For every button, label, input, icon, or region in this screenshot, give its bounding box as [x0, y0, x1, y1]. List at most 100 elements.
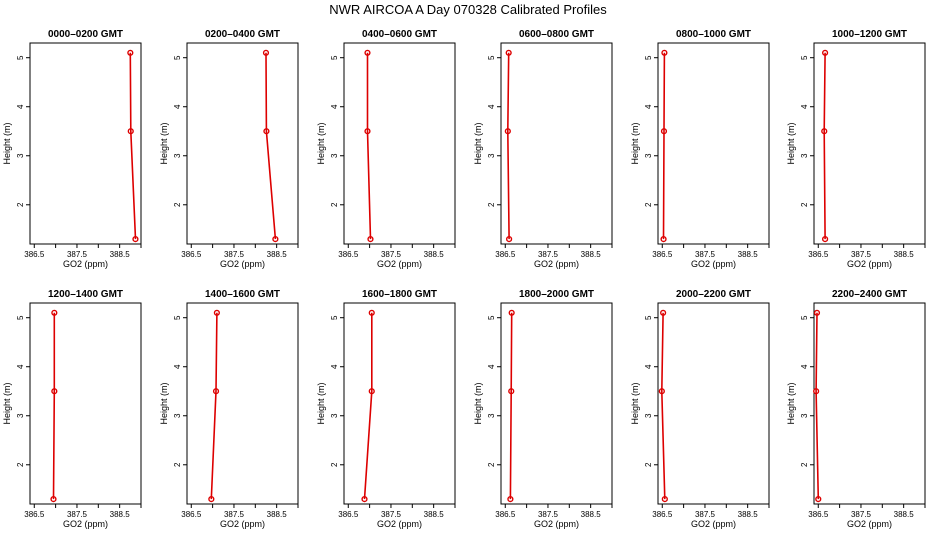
panel-11: 2200–2400 GMT 386.5 387.5 388.5 2 3 4 5 GO2 (ppm…	[786, 289, 926, 529]
y-tick-label: 5	[173, 55, 182, 60]
x-tick-label: 388.5	[581, 250, 602, 259]
x-axis-label: GO2 (ppm)	[220, 259, 265, 269]
y-tick-label: 3	[487, 153, 496, 158]
profile-point	[50, 495, 57, 503]
figure-title: NWR AIRCOA A Day 070328 Calibrated Profi…	[329, 2, 607, 17]
y-axis-label: Height (m)	[786, 382, 796, 424]
profile-point	[263, 128, 270, 135]
panel-title: 0600–0800 GMT	[519, 29, 594, 40]
profile-line	[265, 52, 277, 240]
y-tick-label: 4	[16, 364, 25, 369]
x-tick-label: 387.5	[224, 250, 245, 259]
x-tick-label: 387.5	[224, 510, 245, 519]
y-tick-label: 2	[173, 202, 182, 207]
profile-line	[823, 52, 826, 240]
panel-6: 1200–1400 GMT 386.5 387.5 388.5 2 3 4 5 GO2 (ppm…	[2, 289, 142, 529]
y-tick-label: 5	[173, 315, 182, 320]
profile-point	[361, 495, 368, 503]
x-axis-label: GO2 (ppm)	[847, 519, 892, 529]
x-tick-label: 387.5	[851, 510, 872, 519]
y-tick-label: 5	[800, 315, 809, 320]
y-tick-label: 5	[487, 55, 496, 60]
x-tick-label: 386.5	[338, 510, 359, 519]
y-tick-label: 2	[487, 462, 496, 467]
x-tick-label: 386.5	[652, 510, 673, 519]
y-tick-label: 2	[644, 202, 653, 207]
profile-point	[661, 495, 668, 503]
profile-point	[661, 49, 668, 56]
y-tick-label: 4	[173, 104, 182, 109]
y-tick-label: 3	[800, 413, 809, 418]
y-axis-label: Height (m)	[316, 122, 326, 164]
x-axis-label: GO2 (ppm)	[847, 259, 892, 269]
x-tick-label: 386.5	[24, 250, 45, 259]
y-tick-label: 2	[330, 202, 339, 207]
y-tick-label: 2	[173, 462, 182, 467]
y-axis-label: Height (m)	[2, 122, 12, 164]
profile-line	[366, 52, 372, 240]
x-tick-label: 386.5	[181, 250, 202, 259]
y-axis-label: Height (m)	[786, 122, 796, 164]
profile-point	[821, 128, 828, 135]
profile-point	[51, 388, 58, 395]
y-tick-label: 3	[330, 153, 339, 158]
y-tick-label: 3	[16, 153, 25, 158]
y-tick-label: 2	[800, 462, 809, 467]
x-tick-label: 387.5	[67, 250, 88, 259]
panel-7: 1400–1600 GMT 386.5 387.5 388.5 2 3 4 5 GO2 (ppm…	[159, 289, 299, 529]
y-tick-label: 2	[800, 202, 809, 207]
panel-title: 0200–0400 GMT	[205, 29, 280, 40]
y-tick-label: 4	[644, 104, 653, 109]
profile-point	[507, 495, 514, 503]
x-tick-label: 388.5	[738, 510, 759, 519]
profile-point	[127, 49, 134, 56]
y-tick-label: 3	[173, 413, 182, 418]
profile-line	[815, 312, 820, 500]
y-tick-label: 2	[487, 202, 496, 207]
x-tick-label: 386.5	[495, 510, 516, 519]
x-tick-label: 388.5	[424, 510, 445, 519]
profile-point	[208, 495, 215, 503]
x-axis-label: GO2 (ppm)	[377, 259, 422, 269]
profile-point	[272, 235, 279, 243]
y-axis-label: Height (m)	[159, 382, 169, 424]
y-axis-label: Height (m)	[473, 382, 483, 424]
plot-frame	[813, 302, 926, 505]
profile-point	[660, 128, 668, 135]
profile-point	[127, 128, 134, 135]
panel-grid: 0000–0200 GMT 386.5 387.5 388.5 2 3 4 5 GO2 (ppm…	[2, 29, 926, 529]
profile-point	[821, 235, 829, 243]
profile-line	[509, 312, 513, 500]
panel-title: 0000–0200 GMT	[48, 29, 123, 40]
y-tick-label: 2	[16, 202, 25, 207]
y-tick-label: 5	[487, 315, 496, 320]
x-tick-label: 386.5	[495, 250, 516, 259]
profile-point	[504, 128, 511, 135]
profile-line	[210, 312, 218, 500]
y-tick-label: 5	[16, 315, 25, 320]
y-tick-label: 2	[16, 462, 25, 467]
profile-point	[815, 495, 822, 503]
panel-0: 0000–0200 GMT 386.5 387.5 388.5 2 3 4 5 GO2 (ppm…	[2, 29, 142, 269]
y-tick-label: 3	[800, 153, 809, 158]
panel-title: 1800–2000 GMT	[519, 289, 594, 300]
plot-frame	[500, 42, 613, 245]
x-tick-label: 387.5	[538, 250, 559, 259]
panel-title: 1600–1800 GMT	[362, 289, 437, 300]
profile-point	[506, 235, 513, 243]
profile-point	[212, 388, 220, 395]
profile-point	[658, 388, 665, 395]
profile-point	[508, 388, 515, 395]
x-tick-label: 387.5	[381, 510, 402, 519]
panel-title: 2000–2200 GMT	[676, 289, 751, 300]
panel-title: 0800–1000 GMT	[676, 29, 751, 40]
plot-frame	[343, 302, 456, 505]
profile-point	[508, 309, 515, 316]
x-axis-label: GO2 (ppm)	[377, 519, 422, 529]
y-tick-label: 3	[644, 153, 653, 158]
profile-point	[368, 309, 375, 316]
y-tick-label: 2	[644, 462, 653, 467]
x-tick-label: 387.5	[67, 510, 88, 519]
x-tick-label: 388.5	[110, 250, 131, 259]
